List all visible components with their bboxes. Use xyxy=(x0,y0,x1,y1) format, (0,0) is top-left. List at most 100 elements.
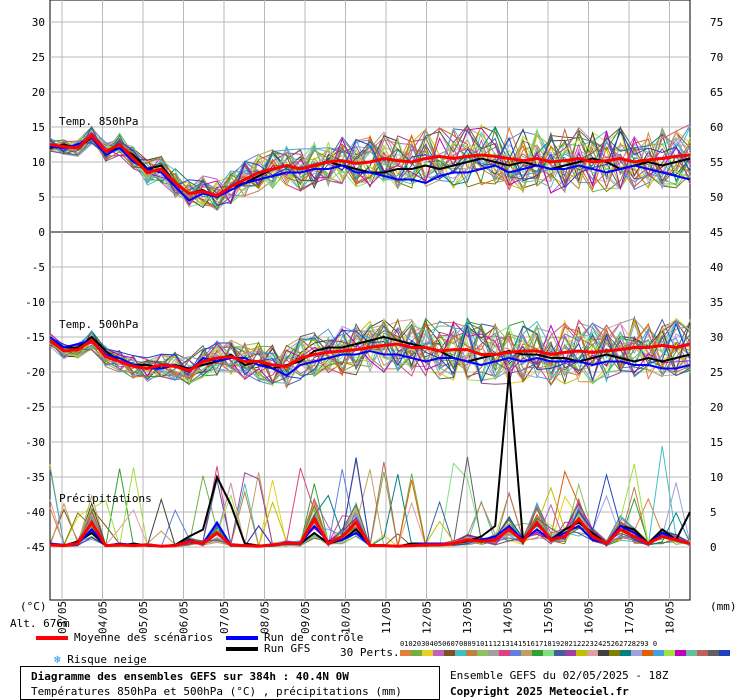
legend-snow-label: Risque neige xyxy=(67,653,147,666)
right-tick-label: 0 xyxy=(710,541,717,554)
pert-color-swatch xyxy=(400,650,411,656)
left-axis-ticks: 30 25 20 15 10 5 0 -5 -10 -15 -20 -25 -30 -35 -40 -45 xyxy=(25,16,45,554)
member-line-850 xyxy=(49,124,691,204)
right-tick-label: 45 xyxy=(710,226,723,239)
right-tick-label: 25 xyxy=(710,366,723,379)
x-tick-label: 15/05 xyxy=(542,601,555,634)
legend-control: Run de contrôle xyxy=(226,631,363,644)
member-line-500 xyxy=(49,318,691,386)
panel-label-500: Temp. 500hPa xyxy=(59,318,138,331)
member-line-500 xyxy=(49,317,691,387)
pert-color-swatch xyxy=(532,650,543,656)
left-tick-label: -25 xyxy=(25,401,45,414)
altitude-label: Alt. 676m xyxy=(10,617,70,630)
right-tick-label: 10 xyxy=(710,471,723,484)
member-line-precip xyxy=(49,469,691,548)
pert-color-swatch xyxy=(466,650,477,656)
pert-color-swatch xyxy=(455,650,466,656)
legend-control-swatch xyxy=(226,636,258,640)
pert-color-swatch xyxy=(675,650,686,656)
legend-gfs-swatch xyxy=(226,647,258,651)
title-box: Diagramme des ensembles GEFS sur 384h : … xyxy=(20,666,440,700)
right-tick-label: 30 xyxy=(710,331,723,344)
right-tick-label: 40 xyxy=(710,261,723,274)
panel-label-850: Temp. 850hPa xyxy=(59,115,138,128)
right-tick-label: 50 xyxy=(710,191,723,204)
x-tick-label: 07/05 xyxy=(218,601,231,634)
x-tick-label: 09/05 xyxy=(299,601,312,634)
member-line-850 xyxy=(49,127,691,208)
x-tick-label: 04/05 xyxy=(97,601,110,634)
right-tick-label: 60 xyxy=(710,121,723,134)
pert-color-swatch xyxy=(686,650,697,656)
right-tick-label: 15 xyxy=(710,436,723,449)
left-axis-unit: (°C) xyxy=(20,600,47,613)
pert-color-swatch xyxy=(697,650,708,656)
legend-mean-swatch xyxy=(36,636,68,640)
member-line-850 xyxy=(49,127,691,210)
left-tick-label: 10 xyxy=(32,156,45,169)
member-line-500 xyxy=(49,322,691,384)
pert-color-swatch xyxy=(521,650,532,656)
x-tick-label: 13/05 xyxy=(461,601,474,634)
pert-color-swatch xyxy=(642,650,653,656)
pert-color-swatch xyxy=(609,650,620,656)
legend-mean-label: Moyenne des scénarios xyxy=(74,631,214,644)
member-line-850 xyxy=(49,124,691,201)
pert-color-swatch xyxy=(719,650,730,656)
legend-mean: Moyenne des scénarios xyxy=(36,631,213,644)
right-tick-label: 55 xyxy=(710,156,723,169)
right-tick-label: 20 xyxy=(710,401,723,414)
pert-color-swatch xyxy=(598,650,609,656)
x-tick-label: 16/05 xyxy=(583,601,596,634)
left-tick-label: 20 xyxy=(32,86,45,99)
plot-area xyxy=(49,0,691,601)
series-line-850 xyxy=(49,133,691,198)
snowflake-icon: ❄ xyxy=(54,653,61,666)
member-line-500 xyxy=(49,317,691,383)
pert-color-swatch xyxy=(477,650,488,656)
pert-color-swatch xyxy=(510,650,521,656)
left-tick-label: -30 xyxy=(25,436,45,449)
perts-color-strip xyxy=(400,650,730,656)
pert-color-swatch xyxy=(543,650,554,656)
pert-color-swatch xyxy=(620,650,631,656)
panel-label-precip: Précipitations xyxy=(59,492,152,505)
left-tick-label: -45 xyxy=(25,541,45,554)
pert-color-swatch xyxy=(631,650,642,656)
run-info: Ensemble GEFS du 02/05/2025 - 18Z xyxy=(450,669,669,682)
x-tick-label: 18/05 xyxy=(664,601,677,634)
left-tick-label: -10 xyxy=(25,296,45,309)
left-tick-label: 30 xyxy=(32,16,45,29)
pert-color-swatch xyxy=(411,650,422,656)
chart-title: Diagramme des ensembles GEFS sur 384h : … xyxy=(31,670,349,683)
left-tick-label: -20 xyxy=(25,366,45,379)
left-tick-label: 15 xyxy=(32,121,45,134)
left-tick-label: 25 xyxy=(32,51,45,64)
right-tick-label: 65 xyxy=(710,86,723,99)
pert-color-swatch xyxy=(499,650,510,656)
x-tick-label: 03/05 xyxy=(56,601,69,634)
right-tick-label: 5 xyxy=(710,506,717,519)
left-tick-label: 0 xyxy=(38,226,45,239)
pert-color-swatch xyxy=(565,650,576,656)
right-tick-label: 35 xyxy=(710,296,723,309)
chart-subtitle: Températures 850hPa et 500hPa (°C) , pré… xyxy=(31,685,402,698)
left-tick-label: -5 xyxy=(32,261,45,274)
perts-label: 30 Perts. xyxy=(340,646,400,659)
pert-color-swatch xyxy=(444,650,455,656)
copyright: Copyright 2025 Meteociel.fr xyxy=(450,685,629,698)
left-tick-label: -40 xyxy=(25,506,45,519)
series-line-500 xyxy=(49,336,691,377)
series-line-precip xyxy=(49,515,691,548)
perts-numbers: 0102030405060708091011121314151617181920… xyxy=(400,640,658,648)
left-tick-label: 5 xyxy=(38,191,45,204)
x-tick-label: 14/05 xyxy=(502,601,515,634)
pert-color-swatch xyxy=(653,650,664,656)
pert-color-swatch xyxy=(664,650,675,656)
legend-control-label: Run de contrôle xyxy=(264,631,364,644)
pert-color-swatch xyxy=(488,650,499,656)
pert-color-swatch xyxy=(576,650,587,656)
x-tick-label: 10/05 xyxy=(340,601,353,634)
